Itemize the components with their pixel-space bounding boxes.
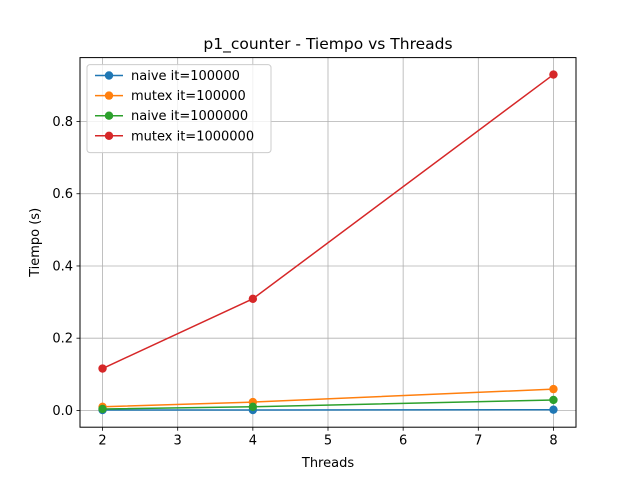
x-tick-label: 8	[549, 434, 557, 449]
series-2	[98, 395, 558, 414]
axis-ticks: 2 3 4 5 6 7 8 0.0 0.2 0.4 0.6 0.8	[52, 115, 557, 449]
legend-marker	[104, 111, 114, 120]
y-tick-label: 0.0	[52, 404, 73, 419]
legend-marker	[104, 71, 114, 80]
series-3	[98, 70, 558, 373]
x-tick-label: 5	[324, 434, 332, 449]
y-tick-label: 0.6	[52, 187, 73, 202]
y-tick-label: 0.4	[52, 259, 73, 274]
y-tick-label: 0.8	[52, 115, 73, 130]
legend-box	[86, 64, 272, 154]
legend-entry: naive it=1000000	[95, 109, 248, 124]
legend-label: mutex it=1000000	[131, 129, 254, 144]
data-point	[248, 402, 258, 411]
x-tick-label: 4	[249, 434, 257, 449]
x-tick-label: 6	[399, 434, 407, 449]
legend-entry: mutex it=100000	[95, 89, 246, 104]
data-point	[549, 384, 558, 394]
legend-marker	[104, 131, 114, 140]
legend-entry: mutex it=1000000	[95, 129, 254, 144]
x-axis-label: Threads	[301, 456, 354, 471]
x-tick-label: 3	[174, 434, 182, 449]
legend-entry: naive it=100000	[95, 69, 240, 84]
y-tick-label: 0.2	[52, 332, 73, 347]
y-axis-label: Tiempo (s)	[28, 208, 43, 278]
legend-label: naive it=100000	[131, 69, 240, 84]
x-tick-label: 2	[98, 434, 106, 449]
data-point	[98, 364, 107, 373]
legend-marker	[104, 91, 114, 100]
data-point	[549, 70, 558, 79]
legend-label: naive it=1000000	[131, 109, 248, 124]
data-point	[248, 294, 258, 304]
x-tick-label: 7	[474, 434, 482, 449]
series-group	[98, 70, 558, 415]
data-point	[549, 395, 558, 405]
chart-title: p1_counter - Tiempo vs Threads	[203, 35, 452, 54]
legend: naive it=100000 mutex it=100000 naive it=1…	[86, 64, 272, 154]
data-point	[549, 405, 558, 414]
legend-label: mutex it=100000	[131, 89, 246, 104]
data-point	[98, 404, 107, 414]
